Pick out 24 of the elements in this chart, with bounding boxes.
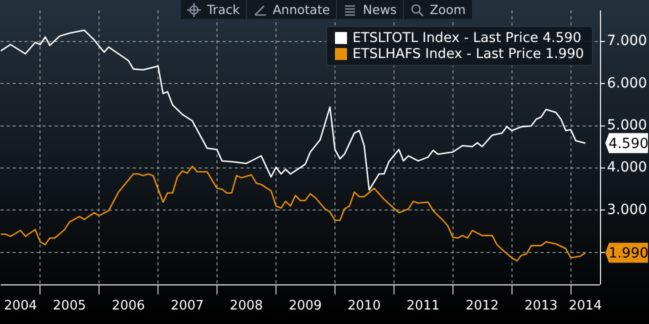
y-tick-label: 7.000: [607, 33, 648, 50]
x-tick-label: 2006: [112, 298, 145, 314]
x-tick-label: 2009: [288, 298, 322, 314]
x-tick-label: 2010: [348, 298, 381, 314]
annotation: 4.590: [608, 136, 649, 152]
x-tick-label: 2013: [524, 298, 558, 314]
y-tick-label: 4.000: [607, 160, 648, 176]
legend-label: ETSLTOTL Index - Last Price 4.590: [352, 30, 582, 46]
annotation: Annotate: [272, 2, 330, 17]
y-tick-label: 3.000: [607, 202, 648, 218]
x-tick-label: 2011: [406, 298, 440, 314]
x-tick-label: 2014: [568, 298, 602, 314]
x-tick-label: 2004: [4, 298, 38, 314]
annotation: News: [362, 2, 397, 17]
legend-label: ETSLHAFS Index - Last Price 1.990: [352, 46, 584, 62]
y-tick-label: 5.000: [607, 118, 648, 134]
annotation: Zoom: [430, 2, 466, 17]
y-tick-label: 6.000: [607, 75, 648, 92]
annotation: Track: [207, 2, 240, 17]
x-tick-label: 2007: [170, 298, 204, 314]
x-tick-label: 2012: [466, 298, 499, 314]
x-tick-label: 2005: [52, 298, 86, 314]
annotation: 1.990: [608, 245, 649, 262]
x-tick-label: 2008: [230, 298, 263, 314]
